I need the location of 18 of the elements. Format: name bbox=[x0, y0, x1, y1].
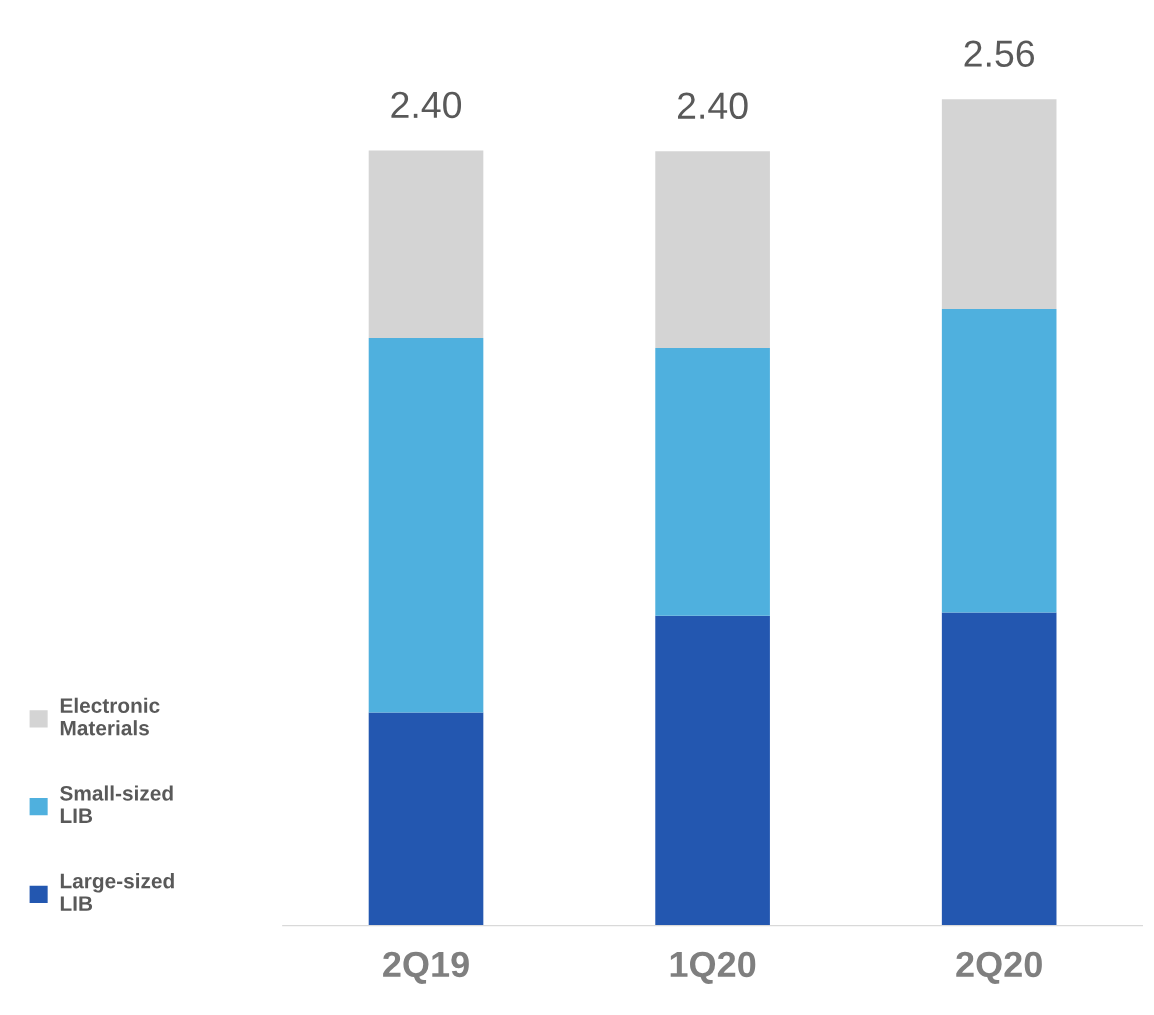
bar bbox=[655, 347, 770, 616]
bar bbox=[655, 151, 770, 348]
legend-label: Large-sized LIB bbox=[60, 873, 174, 911]
annotation: 2.40 bbox=[677, 92, 748, 120]
annotation: 2.40 bbox=[391, 91, 462, 119]
bar bbox=[368, 150, 484, 339]
bar bbox=[941, 612, 1057, 926]
bar bbox=[368, 712, 484, 926]
x-tick-label: 2Q20 bbox=[956, 951, 1042, 984]
bar bbox=[941, 99, 1057, 310]
bar bbox=[941, 309, 1057, 613]
bar bbox=[368, 338, 484, 713]
legend-label: Electronic Materials bbox=[60, 697, 160, 736]
x-tick-label: 1Q20 bbox=[670, 951, 756, 984]
bar bbox=[655, 615, 770, 926]
legend-label: Small-sized LIB bbox=[60, 785, 173, 823]
x-tick-label: 2Q19 bbox=[383, 951, 469, 984]
text: 2.56 bbox=[964, 40, 1035, 67]
